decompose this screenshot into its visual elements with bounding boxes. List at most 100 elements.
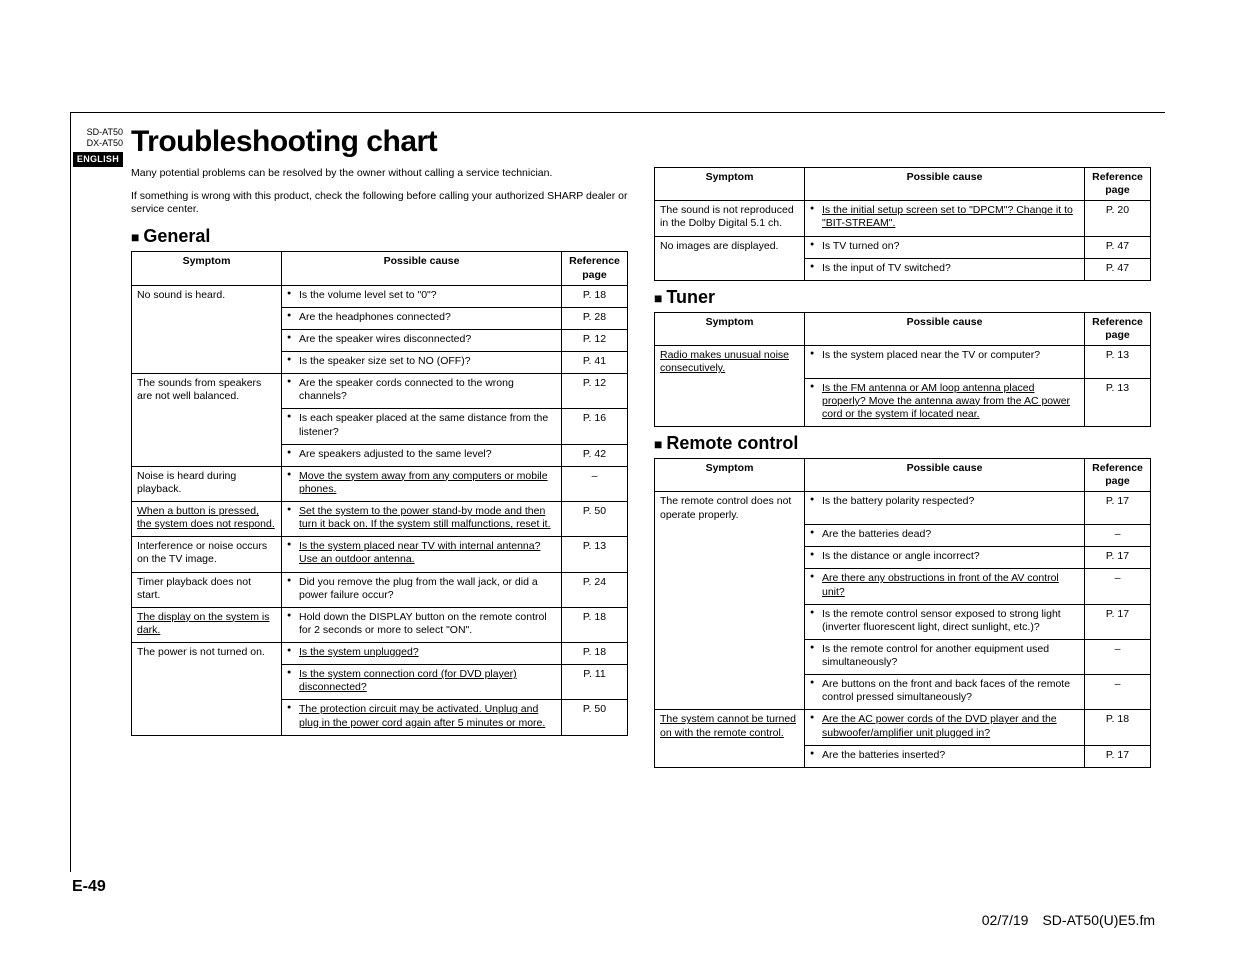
cause-cell: Is the FM antenna or AM loop antenna pla…: [805, 378, 1085, 426]
table-row: The system cannot be turned on with the …: [655, 710, 1151, 745]
cause-text: Is the distance or angle incorrect?: [810, 550, 1079, 563]
page-title: Troubleshooting chart: [131, 125, 1151, 159]
cause-cell: Is the remote control sensor exposed to …: [805, 604, 1085, 639]
table-row: Are the headphones connected? P. 28: [132, 307, 628, 329]
cause-cell: Is the volume level set to "0"?: [282, 285, 562, 307]
symptom-cell: [132, 307, 282, 329]
cause-cell: Are buttons on the front and back faces …: [805, 675, 1085, 710]
th-symptom: Symptom: [655, 459, 805, 492]
cause-cell: Set the system to the power stand-by mod…: [282, 502, 562, 537]
table-row: Are the batteries dead? –: [655, 525, 1151, 547]
ref-cell: P. 47: [1085, 258, 1151, 280]
header-labels: SD-AT50 DX-AT50 ENGLISH: [69, 127, 123, 167]
cause-underline: Is the system connection cord (for DVD p…: [299, 668, 517, 693]
symptom-cell: Timer playback does not start.: [132, 572, 282, 607]
th-cause: Possible cause: [282, 252, 562, 285]
ref-cell: P. 17: [1085, 492, 1151, 525]
ref-cell: P. 17: [1085, 745, 1151, 767]
ref-cell: P. 16: [562, 409, 628, 444]
th-symptom: Symptom: [132, 252, 282, 285]
ref-cell: –: [562, 466, 628, 501]
symptom-cell: Noise is heard during playback.: [132, 466, 282, 501]
language-badge: ENGLISH: [73, 152, 123, 167]
ref-cell: P. 12: [562, 329, 628, 351]
cause-underline: Are the AC power cords of the DVD player…: [822, 713, 1057, 738]
th-symptom: Symptom: [655, 312, 805, 345]
symptom-cell: [655, 378, 805, 426]
th-ref: Reference page: [1085, 168, 1151, 201]
table-row: Is the input of TV switched? P. 47: [655, 258, 1151, 280]
symptom-cell: [132, 409, 282, 444]
symptom-cell: No images are displayed.: [655, 236, 805, 258]
ref-cell: P. 20: [1085, 201, 1151, 236]
table-row: Is the distance or angle incorrect? P. 1…: [655, 547, 1151, 569]
ref-cell: P. 17: [1085, 547, 1151, 569]
cause-cell: Is the system placed near TV with intern…: [282, 537, 562, 572]
cause-cell: Is the system connection cord (for DVD p…: [282, 665, 562, 700]
table-header-row: Symptom Possible cause Reference page: [655, 312, 1151, 345]
ref-cell: P. 18: [562, 643, 628, 665]
ref-cell: –: [1085, 675, 1151, 710]
intro-text-2: If something is wrong with this product,…: [131, 190, 628, 216]
table-row: The sounds from speakers are not well ba…: [132, 374, 628, 409]
cause-cell: Did you remove the plug from the wall ja…: [282, 572, 562, 607]
ref-cell: P. 18: [562, 285, 628, 307]
cause-cell: Are speakers adjusted to the same level?: [282, 444, 562, 466]
cause-cell: Is the system placed near the TV or comp…: [805, 346, 1085, 379]
symptom-cell: When a button is pressed, the system doe…: [132, 502, 282, 537]
table-row: Are speakers adjusted to the same level?…: [132, 444, 628, 466]
ref-cell: –: [1085, 639, 1151, 674]
symptom-underline: The system cannot be turned on with the …: [660, 713, 796, 738]
cause-text: Set the system to the power stand-by mod…: [287, 505, 556, 531]
symptom-cell: [132, 665, 282, 700]
cause-underline: Is the system placed near TV with intern…: [299, 540, 540, 565]
symptom-cell: [655, 604, 805, 639]
table-row: No sound is heard. Is the volume level s…: [132, 285, 628, 307]
ref-cell: P. 47: [1085, 236, 1151, 258]
cause-cell: Is the distance or angle incorrect?: [805, 547, 1085, 569]
cause-text: Are the batteries inserted?: [810, 749, 1079, 762]
symptom-cell: The power is not turned on.: [132, 643, 282, 665]
cause-cell: Is the speaker size set to NO (OFF)?: [282, 352, 562, 374]
cause-cell: Is the input of TV switched?: [805, 258, 1085, 280]
page-number: E-49: [72, 878, 106, 896]
cause-cell: Are the speaker wires disconnected?: [282, 329, 562, 351]
table-row: The sound is not reproduced in the Dolby…: [655, 201, 1151, 236]
model-label-2: DX-AT50: [69, 138, 123, 149]
th-cause: Possible cause: [805, 459, 1085, 492]
cause-text: Is the system unplugged?: [287, 646, 556, 659]
ref-cell: P. 17: [1085, 604, 1151, 639]
right-column: Symptom Possible cause Reference page Th…: [654, 167, 1151, 768]
content-frame: SD-AT50 DX-AT50 ENGLISH Troubleshooting …: [70, 112, 1165, 872]
ref-cell: P. 50: [562, 502, 628, 537]
ref-cell: P. 18: [562, 607, 628, 642]
cause-text: Are the batteries dead?: [810, 528, 1079, 541]
ref-cell: P. 11: [562, 665, 628, 700]
symptom-cell: [655, 525, 805, 547]
th-ref: Reference page: [562, 252, 628, 285]
table-row: Noise is heard during playback. Move the…: [132, 466, 628, 501]
symptom-cell: [132, 352, 282, 374]
footer-stamp: 02/7/19 SD-AT50(U)E5.fm: [982, 912, 1155, 928]
table-row: Timer playback does not start. Did you r…: [132, 572, 628, 607]
symptom-cell: The display on the system is dark.: [132, 607, 282, 642]
model-label-1: SD-AT50: [69, 127, 123, 138]
cause-text: Are there any obstructions in front of t…: [810, 572, 1079, 598]
th-ref: Reference page: [1085, 312, 1151, 345]
symptom-cell: [655, 569, 805, 604]
th-ref: Reference page: [1085, 459, 1151, 492]
table-row: Are buttons on the front and back faces …: [655, 675, 1151, 710]
symptom-cell: [132, 700, 282, 735]
table-row: Radio makes unusual noise consecutively.…: [655, 346, 1151, 379]
symptom-cell: [655, 639, 805, 674]
cause-cell: Is TV turned on?: [805, 236, 1085, 258]
table-row: Interference or noise occurs on the TV i…: [132, 537, 628, 572]
cause-underline: Is the initial setup screen set to "DPCM…: [822, 204, 1073, 229]
table-row: Are the speaker wires disconnected? P. 1…: [132, 329, 628, 351]
cause-underline: Is the system unplugged?: [299, 646, 419, 658]
th-symptom: Symptom: [655, 168, 805, 201]
cause-text: Is the initial setup screen set to "DPCM…: [810, 204, 1079, 230]
general-continued-table: Symptom Possible cause Reference page Th…: [654, 167, 1151, 281]
cause-cell: Hold down the DISPLAY button on the remo…: [282, 607, 562, 642]
table-row: Is the remote control sensor exposed to …: [655, 604, 1151, 639]
